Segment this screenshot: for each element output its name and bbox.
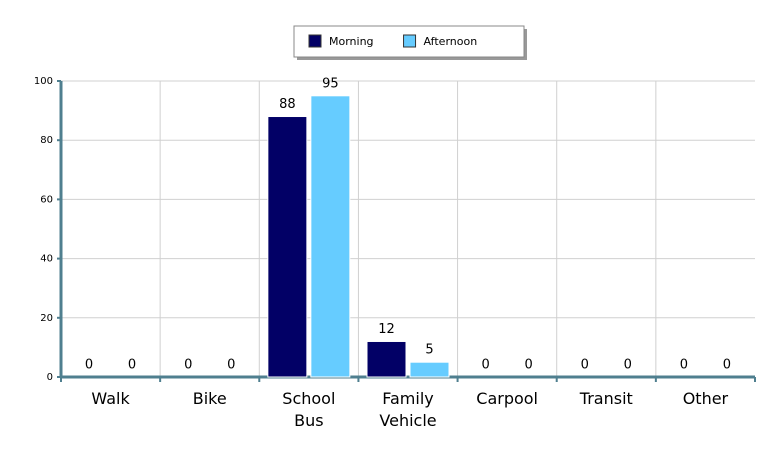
x-tick-label: Other — [683, 389, 729, 408]
y-tick-label: 20 — [40, 313, 53, 324]
bar — [310, 95, 351, 378]
value-label: 12 — [378, 322, 395, 337]
bar — [366, 340, 407, 378]
x-tick-label: Walk — [91, 389, 130, 408]
x-tick-label: Transit — [579, 389, 633, 408]
value-label: 95 — [322, 76, 339, 91]
y-tick-label: 100 — [34, 76, 53, 87]
value-label: 0 — [184, 358, 192, 373]
value-label: 0 — [723, 358, 731, 373]
legend-label: Morning — [329, 35, 374, 48]
legend-swatch — [403, 34, 417, 48]
x-tick-label: Bike — [193, 389, 227, 408]
value-label: 0 — [85, 358, 93, 373]
value-label: 0 — [482, 358, 490, 373]
y-tick-label: 0 — [47, 372, 53, 383]
legend-label: Afternoon — [424, 35, 478, 48]
value-label: 88 — [279, 97, 296, 112]
value-label: 0 — [128, 358, 136, 373]
y-tick-label: 60 — [40, 194, 53, 205]
value-label: 5 — [425, 343, 433, 358]
value-label: 0 — [624, 358, 632, 373]
value-label: 0 — [525, 358, 533, 373]
y-tick-label: 80 — [40, 135, 53, 146]
x-tick-label: Carpool — [476, 389, 538, 408]
y-tick-label: 40 — [40, 254, 53, 265]
legend-swatch — [308, 34, 322, 48]
bar — [409, 361, 450, 378]
value-label: 0 — [680, 358, 688, 373]
x-tick-label: Family Vehicle — [379, 389, 436, 430]
bar — [267, 116, 308, 378]
x-tick-label: School Bus — [282, 389, 335, 430]
value-label: 0 — [581, 358, 589, 373]
value-label: 0 — [227, 358, 235, 373]
